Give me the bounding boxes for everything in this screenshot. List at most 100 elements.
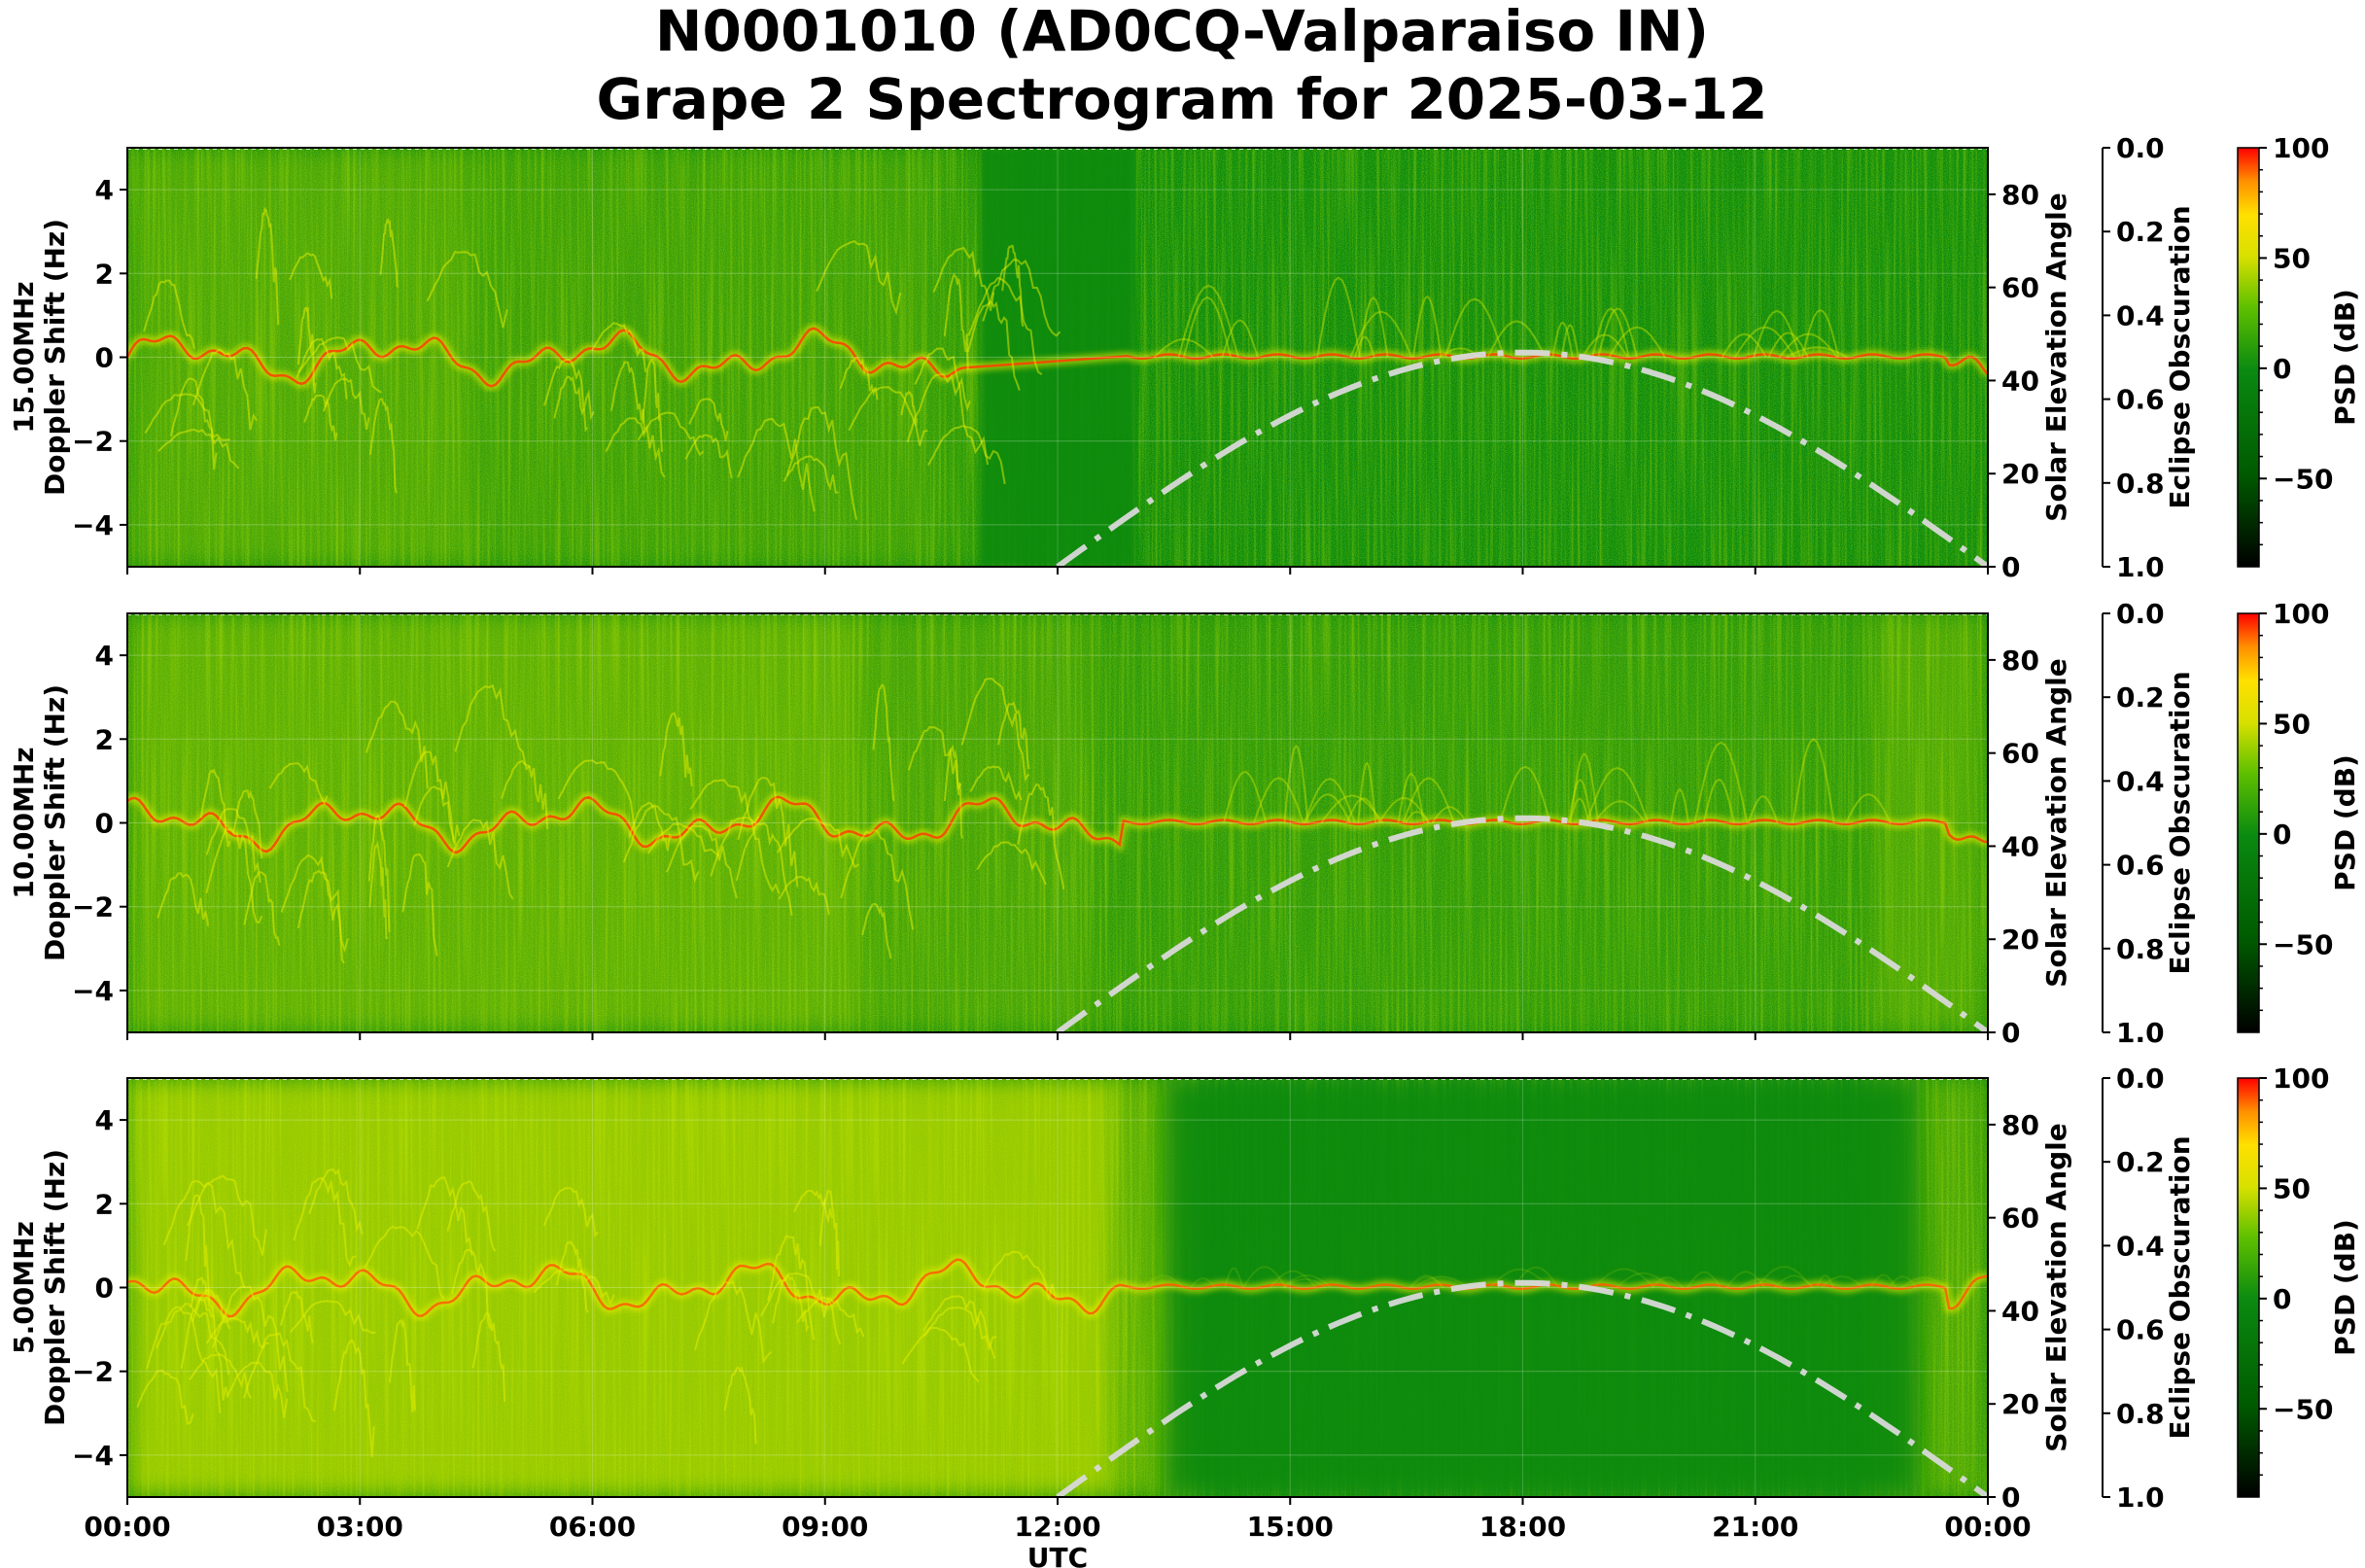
eclipse-axis-label: Eclipse Obscuration <box>2164 205 2196 508</box>
echo-trace <box>923 1307 997 1352</box>
eclipse-tick-label: 0.6 <box>2116 1314 2165 1346</box>
echo-trace <box>322 377 370 431</box>
echo-trace <box>1888 1275 1918 1289</box>
y-tick-label: −4 <box>72 1440 114 1472</box>
elevation-tick-label: 80 <box>2001 179 2039 211</box>
echo-trace <box>1411 295 1443 358</box>
doppler-trace <box>127 795 1988 854</box>
eclipse-axis-label: Eclipse Obscuration <box>2164 1135 2196 1439</box>
echo-trace <box>1223 770 1268 823</box>
echo-trace <box>1269 1270 1317 1289</box>
echo-trace <box>1183 296 1233 358</box>
echo-trace <box>772 1274 810 1334</box>
y-axis-label-line: 10.00MHz <box>8 747 40 898</box>
echo-trace <box>454 683 531 771</box>
solar-elevation-curve <box>1056 349 1988 567</box>
x-tick-label: 18:00 <box>1479 1511 1566 1543</box>
echo-trace <box>1591 307 1630 358</box>
eclipse-tick-label: 0.4 <box>2116 1230 2165 1262</box>
echo-trace <box>191 348 258 431</box>
echo-trace <box>1900 1276 1948 1289</box>
echo-trace <box>1357 761 1377 823</box>
echo-trace <box>816 240 902 316</box>
eclipse-tick-label: 0.0 <box>2116 598 2165 630</box>
colorbar <box>2237 612 2260 1033</box>
colorbar-tick-label: −50 <box>2273 1393 2333 1425</box>
echo-trace <box>1568 778 1593 823</box>
echo-trace <box>1224 1267 1244 1288</box>
y-tick-label: 0 <box>95 808 114 840</box>
echo-trace <box>723 1366 757 1445</box>
elevation-tick-label: 20 <box>2001 923 2039 956</box>
elevation-tick-label: 0 <box>2001 1481 2020 1514</box>
y-tick-label: 0 <box>95 1272 114 1305</box>
echo-trace <box>185 1194 211 1302</box>
echo-trace <box>365 700 429 789</box>
echo-trace <box>446 819 514 900</box>
colorbar-label: PSD (dB) <box>2329 1219 2361 1356</box>
echo-trace <box>144 393 230 441</box>
echo-trace <box>413 785 461 843</box>
echo-trace <box>170 377 218 470</box>
echo-trace <box>609 361 645 430</box>
echo-trace <box>1177 284 1239 358</box>
echo-trace <box>1316 276 1361 358</box>
spectrogram-panel-1: 420−2−415.00MHzDoppler Shift (Hz)0204060… <box>8 132 2361 583</box>
echo-trace <box>1443 297 1506 358</box>
elevation-tick-label: 80 <box>2001 645 2039 677</box>
colorbar-tick-label: 50 <box>2273 708 2311 740</box>
elevation-tick-label: 60 <box>2001 738 2039 770</box>
eclipse-tick-label: 0.4 <box>2116 299 2165 331</box>
echo-trace <box>367 815 391 932</box>
echo-trace <box>1774 1274 1815 1289</box>
elevation-tick-label: 80 <box>2001 1109 2039 1141</box>
echo-trace <box>605 417 666 478</box>
x-tick-label: 15:00 <box>1247 1511 1334 1543</box>
echo-trace <box>666 824 738 899</box>
y-axis-label-line: 15.00MHz <box>8 281 40 433</box>
echo-trace <box>628 801 673 852</box>
echo-trace <box>543 358 595 421</box>
echo-trace <box>268 762 329 806</box>
echo-trace <box>1801 308 1840 358</box>
echo-trace <box>906 373 989 466</box>
echo-trace <box>364 1225 445 1300</box>
echo-trace <box>1354 335 1375 358</box>
echo-trace <box>943 272 969 370</box>
echo-trace <box>1739 1277 1783 1289</box>
echo-trace <box>190 1276 215 1317</box>
echo-trace <box>976 841 1047 886</box>
y-tick-label: −4 <box>72 975 114 1007</box>
echo-trace <box>416 1176 473 1256</box>
echo-trace <box>162 1179 246 1288</box>
echo-trace <box>289 252 333 299</box>
echo-trace <box>1409 1275 1444 1289</box>
y-tick-label: 2 <box>95 1188 114 1220</box>
echo-trace <box>426 250 508 329</box>
elevation-axis-label: Solar Elevation Angle <box>2040 658 2072 987</box>
elevation-tick-label: 20 <box>2001 458 2039 490</box>
echo-trace <box>379 218 399 288</box>
echo-trace <box>255 206 280 326</box>
echo-trace <box>556 1240 589 1313</box>
colorbar-label: PSD (dB) <box>2329 754 2361 891</box>
echo-trace <box>303 394 338 441</box>
echo-trace <box>232 789 263 859</box>
echo-trace <box>1189 1277 1217 1289</box>
echo-trace <box>1786 346 1848 359</box>
echo-trace <box>501 759 549 829</box>
echo-trace <box>1756 1265 1814 1289</box>
echo-trace <box>1486 320 1547 358</box>
echo-trace <box>205 1316 270 1349</box>
eclipse-tick-label: 0.8 <box>2116 468 2165 500</box>
colorbar-tick-label: 0 <box>2273 353 2291 385</box>
x-axis-label: UTC <box>1027 1542 1088 1568</box>
echo-trace <box>1377 796 1431 824</box>
echo-trace <box>1725 1271 1766 1289</box>
echo-trace <box>637 411 705 457</box>
eclipse-tick-label: 0.0 <box>2116 132 2165 164</box>
echo-trace <box>1753 309 1801 358</box>
x-tick-label: 21:00 <box>1712 1511 1798 1543</box>
echo-trace <box>1615 1272 1672 1289</box>
